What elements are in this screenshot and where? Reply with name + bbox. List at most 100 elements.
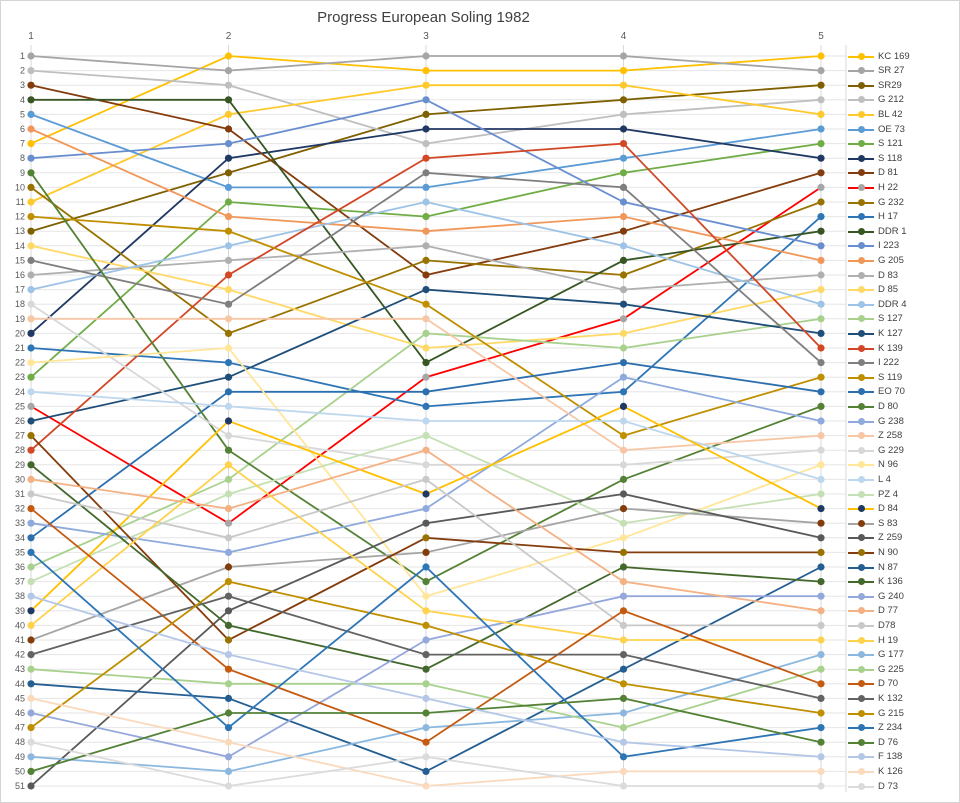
series-marker-kc-169 xyxy=(422,67,430,75)
legend-line-dot-swatch-icon xyxy=(848,154,874,162)
chart-title: Progress European Soling 1982 xyxy=(317,9,530,26)
series-marker-g-240 xyxy=(619,592,628,600)
series-marker-s-121 xyxy=(422,213,430,221)
y-axis-tick-label: 44 xyxy=(15,679,25,689)
series-marker-g-232 xyxy=(224,329,233,337)
legend-label: K 139 xyxy=(878,342,903,354)
y-axis-tick-label: 48 xyxy=(15,737,25,747)
series-marker-f-138 xyxy=(817,753,825,761)
legend-label: G 177 xyxy=(878,649,904,661)
series-marker-h-19 xyxy=(619,636,628,644)
y-axis-tick-label: 29 xyxy=(15,460,25,470)
series-marker-d-83 xyxy=(619,286,628,294)
legend-item: K 132 xyxy=(848,691,903,705)
series-marker-g-238 xyxy=(619,373,628,381)
y-axis-tick-label: 8 xyxy=(20,153,25,163)
series-marker-ddr-1 xyxy=(422,359,430,367)
legend-item: D 70 xyxy=(848,677,898,691)
series-marker-d-83 xyxy=(817,271,825,279)
legend-item: S 121 xyxy=(848,137,903,151)
series-marker-d-81 xyxy=(619,227,628,235)
series-marker-k-132 xyxy=(817,694,825,703)
legend-label: G 205 xyxy=(878,254,904,266)
series-marker-g-229 xyxy=(817,446,825,454)
y-axis-tick-label: 7 xyxy=(20,139,25,149)
legend-label: DDR 1 xyxy=(878,225,907,237)
legend-label: D 85 xyxy=(878,284,899,296)
legend-label: L 4 xyxy=(878,473,891,485)
y-axis-tick-label: 45 xyxy=(15,693,25,703)
y-axis-tick-label: 40 xyxy=(15,620,25,630)
series-marker-g-215 xyxy=(422,621,430,630)
legend-item: Z 234 xyxy=(848,721,902,735)
legend-line-dot-swatch-icon xyxy=(848,724,874,732)
series-marker-sr-27 xyxy=(817,67,825,75)
series-marker-d-73 xyxy=(619,782,628,790)
legend-line-dot-swatch-icon xyxy=(848,140,874,148)
series-marker-d-73 xyxy=(27,738,35,746)
y-axis-tick-label: 17 xyxy=(15,285,25,295)
series-marker-eo-70 xyxy=(817,388,825,396)
series-marker-sr-27 xyxy=(224,67,233,75)
y-axis-tick-label: 24 xyxy=(15,387,25,397)
series-marker-i-223 xyxy=(27,154,35,162)
y-axis-tick-label: 25 xyxy=(15,401,25,411)
series-marker-ddr-4 xyxy=(817,300,825,308)
series-marker-k-132 xyxy=(619,651,628,659)
series-marker-h-19 xyxy=(27,621,35,630)
series-marker-d-70 xyxy=(27,505,35,513)
series-marker-d78 xyxy=(27,490,35,498)
series-marker-i-223 xyxy=(619,198,628,206)
series-marker-d-77 xyxy=(817,607,825,615)
series-marker-sr-27 xyxy=(422,52,430,60)
series-marker-z-259 xyxy=(224,607,233,615)
series-marker-n-90 xyxy=(224,636,233,644)
y-axis-tick-label: 36 xyxy=(15,562,25,572)
series-marker-s-83 xyxy=(619,505,628,513)
y-axis-tick-label: 51 xyxy=(15,781,25,791)
legend-label: G 215 xyxy=(878,707,904,719)
legend-label: PZ 4 xyxy=(878,488,899,500)
y-axis-tick-label: 22 xyxy=(15,358,25,368)
legend-label: EO 70 xyxy=(878,386,905,398)
series-marker-h-17 xyxy=(422,402,430,410)
y-axis-tick-label: 2 xyxy=(20,66,25,76)
series-marker-g-177 xyxy=(817,651,825,659)
legend-line-dot-swatch-icon xyxy=(848,651,874,659)
series-marker-g-225 xyxy=(422,680,430,688)
series-marker-d-70 xyxy=(422,738,430,746)
legend-label: G 212 xyxy=(878,94,904,106)
legend-line-dot-swatch-icon xyxy=(848,256,874,264)
series-marker-g-238 xyxy=(224,548,233,557)
y-axis-tick-label: 10 xyxy=(15,182,25,192)
series-marker-d-81 xyxy=(422,271,430,279)
series-marker-g-205 xyxy=(27,125,35,133)
series-marker-g-232 xyxy=(27,183,35,191)
series-marker-d-76 xyxy=(422,709,430,717)
series-marker-g-215 xyxy=(27,724,35,732)
series-marker-s-119 xyxy=(817,373,825,381)
y-axis-tick-label: 19 xyxy=(15,314,25,324)
legend-item: G 240 xyxy=(848,589,904,603)
series-marker-i-222 xyxy=(817,359,825,367)
series-marker-s-119 xyxy=(619,432,628,440)
legend-item: Z 259 xyxy=(848,531,902,545)
legend-item: D 80 xyxy=(848,399,898,413)
x-axis-tick-label: 2 xyxy=(226,31,232,42)
series-marker-z-259 xyxy=(817,534,825,542)
y-axis-tick-label: 9 xyxy=(20,168,25,178)
legend-line-dot-swatch-icon xyxy=(848,52,874,60)
series-marker-d-84 xyxy=(224,417,233,425)
y-axis-tick-label: 20 xyxy=(15,328,25,338)
series-marker-n-90 xyxy=(27,432,35,440)
legend-line-dot-swatch-icon xyxy=(848,694,874,702)
legend-line-dot-swatch-icon xyxy=(848,286,874,294)
series-marker-g-215 xyxy=(224,578,233,586)
series-marker-pz-4 xyxy=(619,519,628,527)
legend-label: N 96 xyxy=(878,459,899,471)
series-marker-s-121 xyxy=(27,373,35,381)
series-marker-d-76 xyxy=(224,709,233,717)
series-marker-l-4 xyxy=(619,417,628,425)
legend-label: D 76 xyxy=(878,736,899,748)
series-marker-ddr-1 xyxy=(27,96,35,104)
